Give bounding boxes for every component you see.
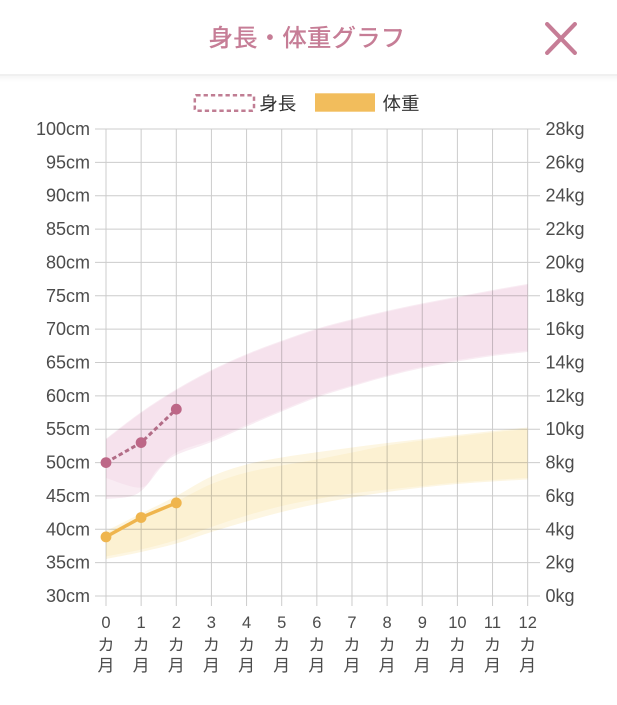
svg-text:3: 3 xyxy=(207,614,216,632)
svg-text:70cm: 70cm xyxy=(46,319,90,339)
svg-text:10: 10 xyxy=(448,614,466,632)
svg-text:7: 7 xyxy=(347,614,356,632)
svg-text:1: 1 xyxy=(137,614,146,632)
svg-text:24kg: 24kg xyxy=(546,186,585,206)
svg-text:8kg: 8kg xyxy=(546,453,575,473)
svg-text:4kg: 4kg xyxy=(546,519,575,539)
svg-text:16kg: 16kg xyxy=(546,319,585,339)
svg-text:90cm: 90cm xyxy=(46,186,90,206)
svg-text:4: 4 xyxy=(242,614,251,632)
svg-text:40cm: 40cm xyxy=(46,519,90,539)
svg-text:85cm: 85cm xyxy=(46,219,90,239)
svg-text:0: 0 xyxy=(101,614,110,632)
svg-text:22kg: 22kg xyxy=(546,219,585,239)
svg-text:65cm: 65cm xyxy=(46,353,90,373)
svg-text:6kg: 6kg xyxy=(546,486,575,506)
svg-text:2kg: 2kg xyxy=(546,553,575,573)
svg-text:45cm: 45cm xyxy=(46,486,90,506)
svg-text:55cm: 55cm xyxy=(46,419,90,439)
svg-text:95cm: 95cm xyxy=(46,152,90,172)
svg-text:10kg: 10kg xyxy=(546,419,585,439)
svg-text:0kg: 0kg xyxy=(546,586,575,606)
svg-text:18kg: 18kg xyxy=(546,286,585,306)
svg-text:60cm: 60cm xyxy=(46,386,90,406)
svg-text:12: 12 xyxy=(519,614,537,632)
svg-text:50cm: 50cm xyxy=(46,453,90,473)
svg-text:14kg: 14kg xyxy=(546,353,585,373)
svg-text:2: 2 xyxy=(172,614,181,632)
svg-text:11: 11 xyxy=(484,614,501,632)
svg-text:20kg: 20kg xyxy=(546,252,585,272)
svg-text:9: 9 xyxy=(418,614,427,632)
svg-text:12kg: 12kg xyxy=(546,386,585,406)
svg-text:28kg: 28kg xyxy=(546,119,585,139)
svg-text:100cm: 100cm xyxy=(36,119,90,139)
svg-text:6: 6 xyxy=(312,614,321,632)
svg-text:75cm: 75cm xyxy=(46,286,90,306)
svg-text:26kg: 26kg xyxy=(546,152,585,172)
svg-text:80cm: 80cm xyxy=(46,252,90,272)
svg-text:35cm: 35cm xyxy=(46,553,90,573)
svg-text:30cm: 30cm xyxy=(46,586,90,606)
svg-text:8: 8 xyxy=(383,614,392,632)
svg-text:5: 5 xyxy=(277,614,286,632)
